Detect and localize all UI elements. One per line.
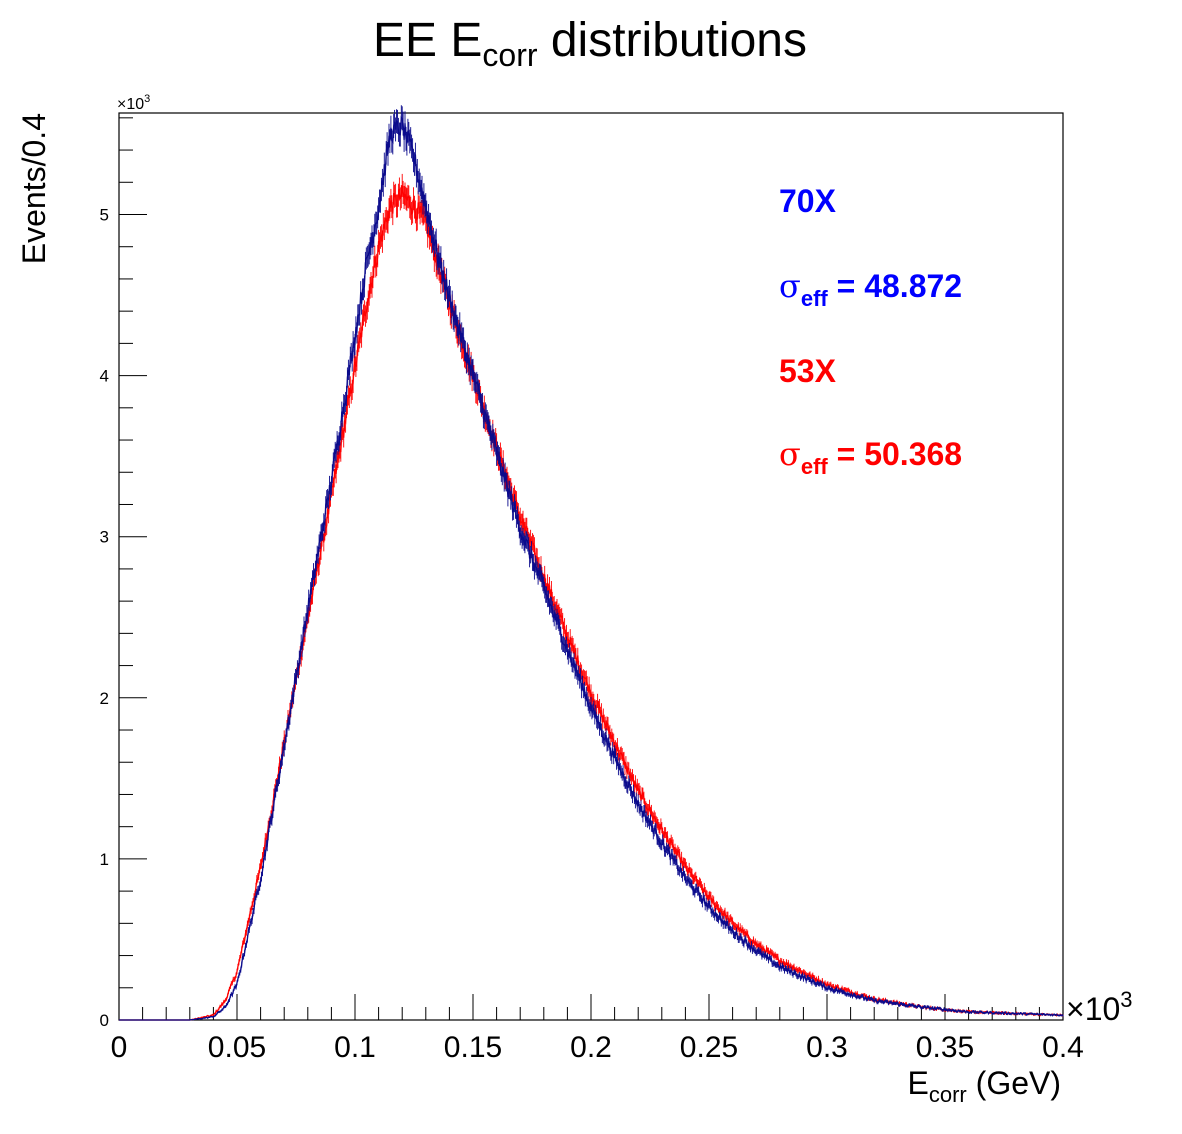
x-tick-label: 0.4 [1042,1031,1084,1064]
series-70X [119,105,1064,1021]
y-axis-multiplier: ×103 [117,93,150,113]
x-tick-label: 0.35 [916,1031,974,1064]
legend-sigma-53X: σeff = 50.368 [779,435,962,479]
x-tick-label: 0.05 [208,1031,266,1064]
y-axis-label: Events/0.4 [16,113,52,264]
series-line-53X [119,185,1064,1021]
x-tick-label: 0.25 [680,1031,738,1064]
x-axis-multiplier: ×103 [1066,987,1133,1027]
y-tick-label: 2 [100,689,109,708]
y-tick-label: 4 [100,367,109,386]
y-tick-label: 1 [100,850,109,869]
y-tick-label: 3 [100,528,109,547]
x-tick-label: 0 [111,1031,128,1064]
chart-title: EE Ecorr distributions [373,14,807,73]
y-tick-labels: 0 1 2 3 4 5 [100,205,109,1030]
x-tick-label: 0.15 [444,1031,502,1064]
y-tick-label: 5 [100,205,109,224]
legend-series-53X: 53X [779,353,837,389]
series-layer [119,105,1064,1021]
legend-series-70X: 70X [779,183,837,219]
x-tick-label: 0.1 [334,1031,376,1064]
series-line-70X [119,115,1064,1021]
y-tick-label: 0 [100,1011,109,1030]
x-tick-label: 0.3 [806,1031,848,1064]
legend-sigma-70X: σeff = 48.872 [779,267,962,311]
x-axis-label: Ecorr (GeV) [908,1065,1061,1107]
x-tick-label: 0.2 [570,1031,612,1064]
x-tick-labels: 0 0.05 0.1 0.15 0.2 0.25 0.3 0.35 0.4 [111,1031,1084,1064]
